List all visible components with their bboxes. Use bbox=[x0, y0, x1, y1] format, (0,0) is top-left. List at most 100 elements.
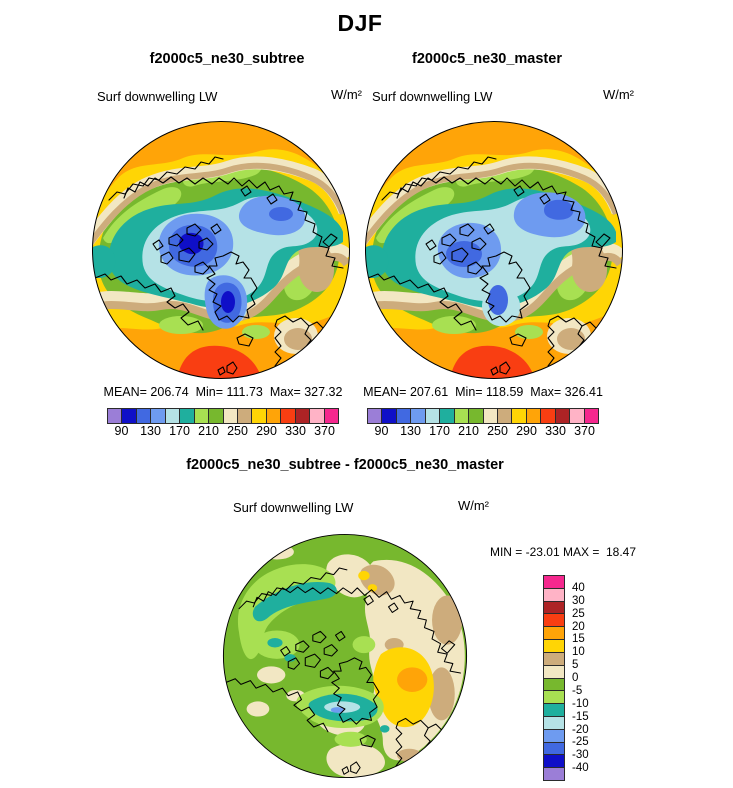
colorbar-cell bbox=[252, 409, 267, 423]
diff-title: f2000c5_ne30_subtree - f2000c5_ne30_mast… bbox=[186, 457, 504, 473]
colorbar-tick-label: -15 bbox=[572, 710, 589, 723]
map-master bbox=[365, 121, 623, 379]
colorbar-cell bbox=[440, 409, 455, 423]
colorbar-difference-ticks: 40 30 25 20 15 10 5 0 -5 -10 -15 -20 -25 -30 -40 bbox=[572, 575, 606, 781]
colorbar-cell bbox=[544, 627, 564, 641]
colorbar-cell bbox=[544, 768, 564, 780]
colorbar-difference bbox=[543, 575, 565, 781]
colorbar-cell bbox=[108, 409, 123, 423]
colorbar-cell bbox=[544, 678, 564, 692]
colorbar-cell bbox=[281, 409, 296, 423]
panel1-field-label: Surf downwelling LW bbox=[97, 89, 218, 104]
colorbar-tick-label: 25 bbox=[572, 607, 585, 620]
colorbar-tick-label: 15 bbox=[572, 633, 585, 646]
diff-field-label: Surf downwelling LW bbox=[233, 500, 354, 515]
colorbar-subtree-ticks: 90 130 170 210 250 290 330 370 bbox=[107, 424, 339, 438]
colorbar-tick-label: 210 bbox=[198, 424, 219, 438]
colorbar-tick-label: 290 bbox=[516, 424, 537, 438]
colorbar-cell bbox=[584, 409, 598, 423]
colorbar-cell bbox=[237, 409, 253, 423]
colorbar-tick-label: 10 bbox=[572, 646, 585, 659]
page-title: DJF bbox=[337, 10, 383, 36]
colorbar-cell bbox=[544, 601, 564, 615]
colorbar-cell bbox=[544, 652, 564, 666]
colorbar-tick-label: 370 bbox=[574, 424, 595, 438]
colorbar-tick-label: 90 bbox=[374, 424, 389, 438]
colorbar-tick-label: 250 bbox=[227, 424, 248, 438]
colorbar-cell bbox=[555, 409, 571, 423]
colorbar-cell bbox=[526, 409, 542, 423]
colorbar-tick-label: 170 bbox=[429, 424, 450, 438]
colorbar-tick-label: 330 bbox=[285, 424, 306, 438]
colorbar-cell bbox=[122, 409, 137, 423]
colorbar-tick-label: 170 bbox=[169, 424, 190, 438]
colorbar-cell bbox=[544, 704, 564, 717]
colorbar-tick-label: 290 bbox=[256, 424, 277, 438]
colorbar-cell bbox=[544, 588, 564, 602]
colorbar-cell bbox=[396, 409, 412, 423]
colorbar-master bbox=[367, 408, 599, 424]
panel2-field-label: Surf downwelling LW bbox=[372, 89, 493, 104]
panel2-units: W/m² bbox=[602, 87, 634, 102]
colorbar-tick-label: 0 bbox=[572, 672, 579, 684]
panel1-title: f2000c5_ne30_subtree bbox=[149, 51, 305, 67]
colorbar-cell bbox=[382, 409, 397, 423]
panel1-stats: MEAN= 206.74 Min= 111.73 Max= 327.32 bbox=[103, 385, 343, 399]
colorbar-cell bbox=[368, 409, 383, 423]
colorbar-cell bbox=[194, 409, 210, 423]
colorbar-tick-label: -25 bbox=[572, 736, 589, 749]
colorbar-cell bbox=[544, 614, 564, 628]
panel1-units: W/m² bbox=[330, 87, 362, 102]
map-subtree bbox=[92, 121, 350, 379]
colorbar-master-ticks: 90 130 170 210 250 290 330 370 bbox=[367, 424, 599, 438]
colorbar-tick-label: -40 bbox=[572, 762, 589, 775]
colorbar-cell bbox=[544, 691, 564, 705]
colorbar-tick-label: 20 bbox=[572, 620, 585, 633]
colorbar-cell bbox=[425, 409, 441, 423]
colorbar-cell bbox=[544, 729, 564, 743]
panel2-stats: MEAN= 207.61 Min= 118.59 Max= 326.41 bbox=[363, 385, 603, 399]
colorbar-cell bbox=[295, 409, 311, 423]
colorbar-tick-label: 250 bbox=[487, 424, 508, 438]
colorbar-cell bbox=[544, 640, 564, 653]
colorbar-cell bbox=[469, 409, 484, 423]
colorbar-cell bbox=[165, 409, 181, 423]
colorbar-tick-label: -5 bbox=[572, 684, 583, 697]
colorbar-cell bbox=[570, 409, 585, 423]
colorbar-cell bbox=[544, 742, 564, 756]
colorbar-cell bbox=[310, 409, 325, 423]
diff-units: W/m² bbox=[457, 498, 489, 513]
colorbar-cell bbox=[324, 409, 338, 423]
colorbar-cell bbox=[497, 409, 513, 423]
colorbar-cell bbox=[544, 665, 564, 679]
colorbar-tick-label: 130 bbox=[140, 424, 161, 438]
colorbar-tick-label: 330 bbox=[545, 424, 566, 438]
colorbar-tick-label: -30 bbox=[572, 749, 589, 762]
colorbar-cell bbox=[541, 409, 556, 423]
colorbar-tick-label: 370 bbox=[314, 424, 335, 438]
map-difference bbox=[222, 533, 468, 779]
colorbar-cell bbox=[411, 409, 426, 423]
colorbar-cell bbox=[483, 409, 498, 423]
colorbar-tick-label: -10 bbox=[572, 697, 589, 710]
colorbar-cell bbox=[454, 409, 470, 423]
colorbar-cell bbox=[151, 409, 166, 423]
colorbar-cell bbox=[544, 716, 564, 730]
colorbar-cell bbox=[512, 409, 527, 423]
colorbar-tick-label: 90 bbox=[114, 424, 129, 438]
diff-minmax: MIN = -23.01 MAX = 18.47 bbox=[489, 545, 637, 559]
colorbar-cell bbox=[223, 409, 238, 423]
colorbar-cell bbox=[544, 576, 564, 589]
colorbar-tick-label: 210 bbox=[458, 424, 479, 438]
colorbar-tick-label: 130 bbox=[400, 424, 421, 438]
colorbar-tick-label: 30 bbox=[572, 594, 585, 607]
colorbar-tick-label: 40 bbox=[572, 581, 585, 594]
colorbar-cell bbox=[180, 409, 195, 423]
colorbar-tick-label: 5 bbox=[572, 659, 579, 672]
colorbar-subtree bbox=[107, 408, 339, 424]
colorbar-cell bbox=[266, 409, 282, 423]
colorbar-cell bbox=[209, 409, 224, 423]
panel2-title: f2000c5_ne30_master bbox=[412, 51, 562, 67]
colorbar-tick-label: -20 bbox=[572, 723, 589, 736]
